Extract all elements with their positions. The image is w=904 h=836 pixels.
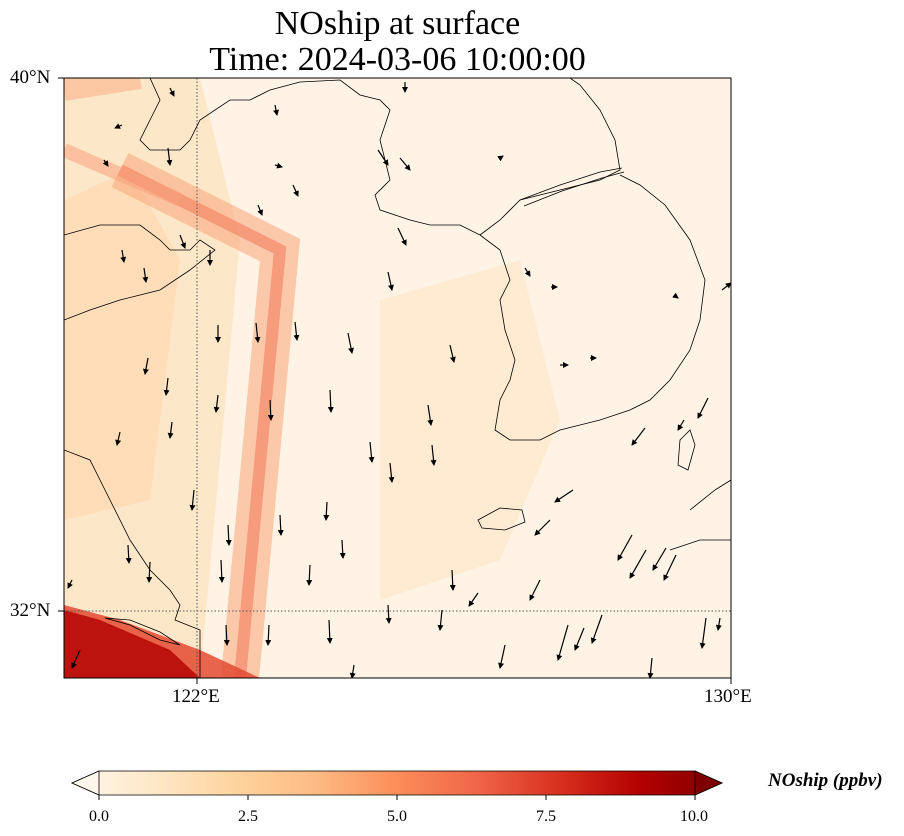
lat-tick-32n: 32°N bbox=[10, 600, 51, 621]
wind-arrow bbox=[142, 267, 149, 283]
wind-arrow bbox=[399, 157, 411, 171]
wind-arrow bbox=[368, 441, 375, 463]
colorbar-tick-label: 0.0 bbox=[89, 808, 109, 825]
wind-arrow bbox=[574, 627, 585, 651]
wind-arrow bbox=[277, 514, 284, 536]
wind-arrow bbox=[385, 604, 392, 624]
wind-arrow bbox=[349, 664, 356, 678]
wind-arrow bbox=[306, 564, 313, 586]
wind-vectors bbox=[67, 82, 731, 678]
shipping-lane-bohai bbox=[64, 143, 183, 207]
wind-arrow bbox=[498, 644, 506, 669]
lon-tick-122e: 122°E bbox=[172, 686, 220, 707]
wind-arrow bbox=[629, 549, 647, 579]
shipping-lane-north bbox=[64, 78, 142, 101]
colorbar-tick-label: 7.5 bbox=[536, 808, 556, 825]
wind-arrow bbox=[142, 357, 149, 375]
wind-arrow bbox=[699, 617, 707, 649]
wind-arrow bbox=[163, 377, 170, 396]
wind-arrow bbox=[617, 534, 633, 561]
yellow-sea-concentration-region bbox=[380, 260, 560, 600]
wind-arrow bbox=[167, 421, 174, 439]
lon-tick-130e: 130°E bbox=[704, 686, 752, 707]
wind-arrow bbox=[430, 444, 437, 466]
map-plot-area bbox=[64, 78, 731, 678]
shanghai-hotspot-core bbox=[64, 610, 200, 678]
wind-arrow bbox=[67, 579, 73, 589]
wind-arrow bbox=[115, 431, 122, 446]
wind-arrow bbox=[267, 399, 274, 421]
wind-arrow bbox=[265, 624, 272, 646]
wind-arrow bbox=[437, 609, 444, 631]
wind-arrow bbox=[223, 624, 230, 646]
wind-arrow bbox=[721, 282, 731, 291]
wind-arrow bbox=[554, 489, 574, 503]
gridlines bbox=[64, 78, 731, 678]
colorbar-tick-label: 2.5 bbox=[238, 808, 258, 825]
wind-arrow bbox=[397, 227, 407, 246]
wind-arrow bbox=[529, 579, 541, 601]
map-title: NOship at surface bbox=[274, 5, 521, 42]
wind-arrow bbox=[468, 592, 479, 607]
wind-arrow bbox=[146, 561, 153, 583]
wind-arrow bbox=[534, 519, 551, 536]
wind-arrow bbox=[257, 204, 263, 216]
wind-arrow bbox=[293, 321, 300, 341]
wind-arrow bbox=[672, 292, 679, 299]
wind-arrow bbox=[225, 524, 232, 546]
wind-arrow bbox=[189, 489, 196, 511]
wind-arrow bbox=[71, 649, 81, 669]
wind-arrow bbox=[323, 501, 330, 521]
coastlines bbox=[64, 78, 731, 678]
wind-arrow bbox=[427, 404, 434, 426]
wind-arrow bbox=[449, 569, 456, 591]
wind-arrow bbox=[120, 249, 127, 263]
wind-arrow bbox=[114, 123, 123, 129]
wind-arrow bbox=[377, 149, 389, 166]
wind-arrow bbox=[327, 389, 334, 413]
wind-arrow bbox=[497, 155, 504, 162]
colorbar-tick-label: 10.0 bbox=[680, 808, 708, 825]
wind-arrow bbox=[273, 104, 279, 116]
wind-arrow bbox=[218, 559, 225, 583]
wind-arrow bbox=[179, 234, 187, 249]
colorbar-title: NOship (ppbv) bbox=[768, 770, 883, 791]
wind-arrow bbox=[347, 332, 354, 354]
wind-arrow bbox=[387, 271, 394, 291]
wind-arrow bbox=[677, 419, 685, 431]
wind-arrow bbox=[169, 87, 175, 97]
wind-arrow bbox=[339, 539, 346, 559]
colorbar-ticks bbox=[98, 795, 696, 800]
wind-arrow bbox=[715, 617, 722, 631]
lat-tick-40n: 40°N bbox=[10, 67, 51, 88]
wind-arrow bbox=[125, 544, 132, 564]
wind-arrow bbox=[292, 184, 299, 197]
wind-arrow bbox=[524, 267, 531, 277]
wind-arrow bbox=[274, 162, 283, 169]
wind-arrow bbox=[213, 394, 220, 413]
wind-arrow bbox=[631, 427, 646, 446]
wind-arrow bbox=[102, 159, 109, 167]
wind-arrow bbox=[449, 344, 456, 363]
colorbar bbox=[71, 770, 723, 800]
wind-arrow bbox=[166, 147, 173, 166]
colorbar-tick-label: 5.0 bbox=[387, 808, 407, 825]
axis-ticks bbox=[58, 77, 732, 684]
inland-concentration-region bbox=[64, 170, 180, 520]
map-subtitle-time: Time: 2024-03-06 10:00:00 bbox=[209, 41, 586, 78]
wind-arrow bbox=[326, 619, 333, 644]
wind-arrow bbox=[556, 624, 569, 661]
wind-arrow bbox=[590, 614, 603, 644]
wind-arrow bbox=[652, 547, 667, 571]
wind-arrow bbox=[697, 397, 709, 419]
wind-arrow bbox=[663, 554, 677, 581]
map-frame bbox=[63, 77, 732, 679]
wind-arrow bbox=[647, 657, 654, 678]
wind-arrow bbox=[254, 322, 261, 343]
wind-arrow bbox=[388, 462, 395, 483]
